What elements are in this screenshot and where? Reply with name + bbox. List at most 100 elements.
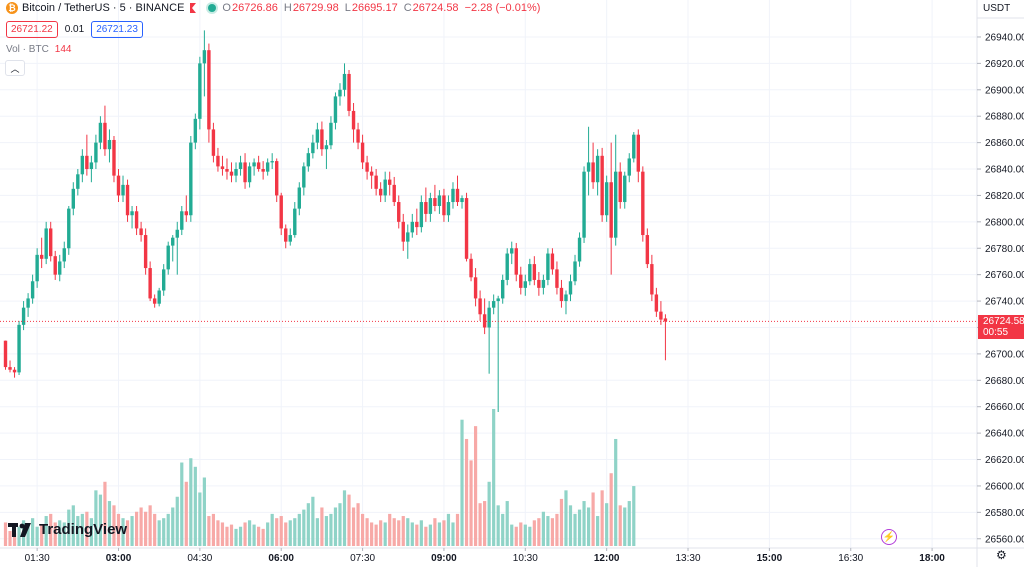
- candle-body: [247, 166, 252, 183]
- currency-label[interactable]: USDT: [983, 3, 1011, 14]
- volume-bar: [288, 520, 292, 546]
- price-axis[interactable]: 26560.00 26580.00 26600.00 26620.00 26640.00…: [976, 0, 1024, 567]
- candle-body: [76, 174, 80, 189]
- tradingview-logo[interactable]: TradingView: [8, 521, 127, 538]
- volume-bar: [284, 522, 288, 546]
- candle-body: [618, 171, 622, 203]
- gear-icon[interactable]: ⚙: [996, 548, 1007, 562]
- candle-body: [180, 211, 184, 230]
- volume-bar: [501, 513, 505, 546]
- candle-body: [94, 142, 98, 163]
- volume-bar: [247, 520, 252, 546]
- candle-body: [225, 169, 229, 172]
- candle-body: [659, 311, 663, 320]
- candle-body: [573, 261, 577, 282]
- volume-bar: [193, 466, 197, 546]
- candle-body: [198, 63, 202, 119]
- volume-bar: [40, 524, 44, 546]
- candle-body: [193, 118, 198, 143]
- candle-body: [30, 281, 35, 299]
- volume-bar: [469, 460, 473, 546]
- candle-body: [623, 175, 627, 203]
- candle-body: [134, 211, 139, 229]
- volume-bar: [356, 503, 360, 546]
- candle-body: [293, 208, 297, 236]
- price-tick-label: 26680.00: [985, 376, 1024, 387]
- time-tick-label: 18:00: [919, 553, 945, 564]
- candle-body: [220, 166, 225, 170]
- volume-bar: [600, 490, 604, 546]
- symbol-legend[interactable]: ₿ Bitcoin / TetherUS · 5 · BINANCE O 267…: [6, 2, 540, 14]
- candle-body: [650, 264, 654, 295]
- volume-bar: [112, 505, 116, 546]
- time-tick-label: 13:30: [676, 553, 701, 564]
- volume-bar: [302, 509, 306, 546]
- market-status-icon[interactable]: [208, 4, 217, 12]
- sell-button[interactable]: 26721.22: [6, 21, 58, 38]
- candle-body: [234, 169, 238, 176]
- candle-body: [320, 129, 324, 150]
- high-value: 26729.98: [292, 2, 339, 14]
- lightning-icon[interactable]: ⚡: [881, 529, 897, 545]
- volume-bar: [12, 533, 17, 546]
- time-tick-label: 15:00: [757, 553, 783, 564]
- candle-body: [256, 162, 261, 170]
- volume-bar: [605, 503, 609, 546]
- volume-bar: [365, 518, 369, 546]
- candle-body: [71, 188, 75, 209]
- candle-body: [275, 161, 279, 196]
- volume-bar: [406, 518, 410, 546]
- candle-body: [171, 237, 175, 246]
- volume-bar: [3, 522, 8, 546]
- candle-body: [333, 96, 338, 123]
- symbol-title[interactable]: Bitcoin / TetherUS · 5 · BINANCE: [22, 2, 185, 14]
- volume-bar: [171, 507, 175, 546]
- candle-body: [442, 195, 446, 216]
- volume-bar: [442, 520, 446, 546]
- candle-body: [116, 175, 121, 196]
- volume-bar: [532, 520, 536, 546]
- volume-bar: [379, 520, 383, 546]
- candle-body: [112, 139, 116, 176]
- candle-body: [433, 198, 437, 206]
- volume-bar: [397, 520, 401, 546]
- candle-body: [365, 162, 369, 172]
- candle-body: [437, 195, 442, 206]
- volume-bar: [591, 492, 595, 546]
- volume-legend[interactable]: Vol · BTC 144: [6, 44, 71, 55]
- candle-body: [53, 256, 57, 275]
- volume-bar: [632, 486, 636, 546]
- volume-bar: [257, 526, 261, 546]
- buy-button[interactable]: 26721.23: [91, 21, 143, 38]
- candle-body: [85, 155, 89, 170]
- volume-bar: [85, 511, 89, 546]
- volume-bar: [71, 505, 75, 546]
- volume-bar: [153, 513, 157, 546]
- volume-bar: [80, 513, 84, 546]
- candle-body: [148, 268, 152, 299]
- volume-bar: [555, 513, 559, 546]
- candle-body: [591, 162, 595, 183]
- trade-panel: 26721.22 0.01 26721.23: [6, 21, 143, 38]
- candle-body: [324, 145, 329, 150]
- change-value: −2.28 (−0.01%): [464, 2, 541, 14]
- candle-body: [519, 274, 523, 288]
- candle-body: [265, 162, 270, 172]
- price-tick-label: 26760.00: [985, 270, 1024, 281]
- volume-bar: [487, 481, 491, 546]
- collapse-legend-button[interactable]: ︿: [5, 60, 25, 76]
- volume-bar: [35, 526, 39, 546]
- volume-bar: [537, 518, 541, 546]
- flag-icon[interactable]: [190, 3, 197, 13]
- volume-bar: [523, 524, 527, 546]
- volume-bar: [519, 522, 523, 546]
- volume-bar: [559, 498, 564, 546]
- volume-bar: [198, 492, 202, 546]
- time-axis[interactable]: 01:30 03:00 04:30 06:00 07:30 09:00 10:30 12:00…: [0, 547, 1024, 564]
- volume-bar: [347, 494, 351, 546]
- candle-body: [532, 264, 537, 280]
- candle-body: [26, 298, 30, 308]
- volume-bar: [392, 518, 396, 546]
- volume-bar: [383, 522, 387, 546]
